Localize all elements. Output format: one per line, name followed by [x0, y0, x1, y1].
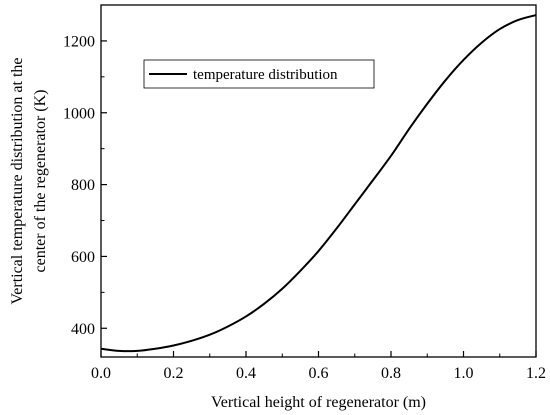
legend: temperature distribution [143, 59, 375, 89]
series-layer [100, 14, 537, 353]
y-axis-title-line-1: Vertical temperature distribution at the [9, 57, 26, 304]
x-tick-label: 0.0 [91, 365, 111, 382]
y-tick-label: 1000 [63, 105, 95, 122]
x-tick-label: 0.2 [164, 365, 184, 382]
y-tick-label: 600 [71, 249, 95, 266]
y-tick-label: 1200 [63, 33, 95, 50]
y-tick-label: 400 [71, 321, 95, 338]
x-tick-label: 0.8 [381, 365, 401, 382]
y-axis-title-line-2: center of the regenerator (K) [32, 90, 49, 273]
x-tick-label: 1.2 [526, 365, 546, 382]
plot-frame [100, 4, 537, 358]
x-tick-label: 0.6 [309, 365, 329, 382]
axes [100, 4, 537, 358]
x-axis-title: Vertical height of regenerator (m) [211, 394, 426, 411]
series-line [100, 14, 537, 353]
ticks: 0.0 0.2 0.4 0.6 0.8 1.0 1.2 400 600 800 1000 1200 [63, 33, 546, 382]
x-tick-label: 0.4 [236, 365, 256, 382]
x-tick-label: 1.0 [454, 365, 474, 382]
legend-label: temperature distribution [193, 67, 338, 83]
y-tick-label: 800 [71, 177, 95, 194]
